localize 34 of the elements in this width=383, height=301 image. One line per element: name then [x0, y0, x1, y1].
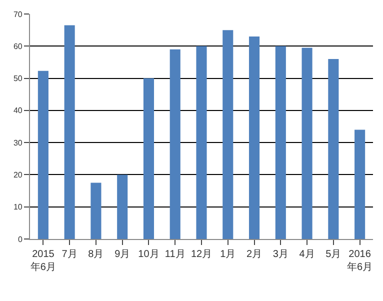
bar [196, 46, 207, 239]
bar [248, 36, 260, 239]
y-tick-label: 50 [13, 74, 23, 84]
bar [328, 59, 339, 239]
bar [222, 30, 234, 239]
x-tick-label: 2015年6月 [30, 249, 56, 273]
x-tick-label: 11月 [164, 249, 186, 260]
x-tick-label: 3月 [272, 249, 288, 260]
y-tick-label: 30 [13, 138, 23, 148]
x-tick-label: 8月 [88, 249, 104, 260]
y-tick-label: 60 [13, 42, 23, 51]
x-tick-label: 4月 [299, 249, 315, 260]
bar [143, 78, 154, 239]
x-tick-label: 2月 [246, 249, 262, 260]
y-tick-label: 10 [13, 202, 23, 212]
x-tick-label: 2016年6月 [347, 249, 373, 273]
x-tick-label: 7月 [62, 249, 78, 260]
x-tick-label: 10月 [138, 249, 160, 260]
bar [117, 174, 128, 239]
bar [354, 130, 366, 239]
x-tick-label: 5月 [326, 249, 342, 260]
y-tick-label: 70 [13, 10, 23, 19]
y-tick-label: 40 [13, 106, 23, 116]
x-tick-label: 12月 [190, 249, 212, 260]
bar [90, 182, 102, 239]
bar [170, 49, 180, 239]
bar [275, 46, 286, 239]
bar [302, 48, 312, 239]
bar [38, 70, 48, 239]
y-tick-label: 20 [13, 170, 23, 180]
x-tick-label: 1月 [220, 249, 236, 260]
y-tick-label: 0 [18, 234, 23, 244]
x-tick-label: 9月 [114, 249, 130, 260]
bar [64, 25, 75, 239]
